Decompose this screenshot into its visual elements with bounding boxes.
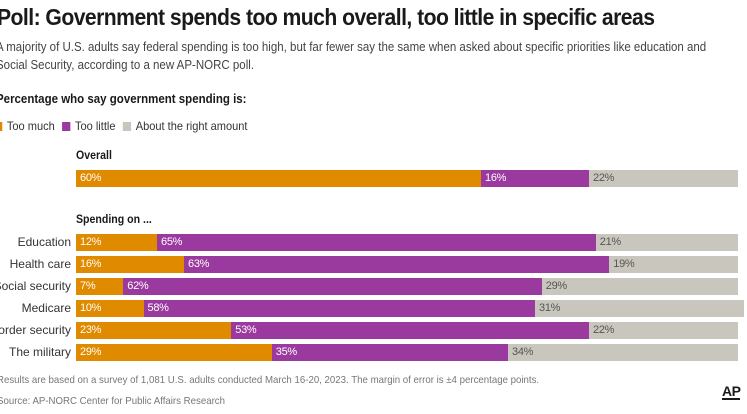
bar-the-military-too-little: 35% [271, 344, 508, 361]
legend-item-too-much: Too much [0, 119, 55, 133]
bar-social-security-too-much: 7% [76, 278, 124, 295]
bar-social-security-about-right: 29% [541, 278, 738, 295]
category-label-health-care: Health care [9, 257, 71, 271]
overall-bar: 60% 16% 22% [76, 170, 738, 187]
footer-source: Source: AP-NORC Center for Public Affair… [0, 395, 226, 407]
bar-the-military-about-right: 34% [508, 344, 738, 361]
bar-health-care-too-much: 16% [76, 256, 184, 273]
data-label-medicare-about-right: 31% [539, 302, 561, 314]
bar-row-health-care: 16% 63% 19% [76, 256, 738, 273]
section-label-spending-on: Spending on ... [76, 214, 152, 226]
bar-row-the-military: 29% 35% 34% [76, 344, 738, 361]
data-label-border-security-about-right: 22% [593, 324, 615, 336]
data-label-education-too-much: 12% [80, 236, 102, 248]
bar-education-too-much: 12% [76, 234, 157, 251]
bar-health-care-too-little: 63% [184, 256, 610, 273]
data-label-border-security-too-little: 53% [235, 324, 257, 336]
section-label-overall: Overall [76, 150, 112, 162]
bar-border-security-too-much: 23% [76, 322, 232, 339]
category-label-social-security: Social security [0, 279, 71, 293]
bar-medicare-about-right: 31% [535, 300, 745, 317]
data-label-overall-too-little: 16% [485, 172, 507, 184]
footer-note: Results are based on a survey of 1,081 U… [0, 374, 540, 386]
data-label-medicare-too-much: 10% [80, 302, 102, 314]
data-label-health-care-about-right: 19% [613, 258, 635, 270]
legend-label-too-much: Too much [6, 119, 55, 133]
data-label-social-security-about-right: 29% [545, 280, 567, 292]
bar-education-about-right: 21% [595, 234, 738, 251]
data-label-border-security-too-much: 23% [80, 324, 102, 336]
data-label-the-military-too-little: 35% [275, 346, 297, 358]
bar-education-too-little: 65% [157, 234, 596, 251]
legend-swatch-about-right [122, 121, 132, 131]
category-label-border-security: Border security [0, 323, 71, 337]
bar-health-care-about-right: 19% [609, 256, 738, 273]
question-label: Percentage who say government spending i… [0, 92, 247, 106]
legend-label-too-little: Too little [74, 119, 116, 133]
bar-medicare-too-little: 58% [143, 300, 535, 317]
data-label-health-care-too-much: 16% [80, 258, 102, 270]
category-label-education: Education [17, 235, 71, 249]
legend: Too much Too little About the right amou… [0, 119, 255, 133]
data-label-education-too-little: 65% [161, 236, 183, 248]
bar-social-security-too-little: 62% [123, 278, 542, 295]
data-label-medicare-too-little: 58% [147, 302, 169, 314]
category-label-the-military: The military [8, 345, 71, 359]
legend-item-about-right: About the right amount [122, 119, 248, 133]
data-label-health-care-too-little: 63% [188, 258, 210, 270]
data-label-the-military-too-much: 29% [80, 346, 102, 358]
bar-overall-too-little: 16% [481, 170, 589, 187]
bar-border-security-too-little: 53% [231, 322, 589, 339]
bar-row-social-security: 7% 62% 29% [76, 278, 738, 295]
data-label-social-security-too-much: 7% [80, 280, 96, 292]
data-label-overall-too-much: 60% [80, 172, 102, 184]
data-label-the-military-about-right: 34% [512, 346, 534, 358]
category-label-medicare: Medicare [21, 301, 71, 315]
chart-subtitle: A majority of U.S. adults say federal sp… [0, 40, 707, 72]
bar-row-medicare: 10% 58% 31% [76, 300, 745, 317]
bar-row-border-security: 23% 53% 22% [76, 322, 738, 339]
bar-overall-about-right: 22% [589, 170, 738, 187]
legend-label-about-right: About the right amount [135, 119, 248, 133]
data-label-overall-about-right: 22% [593, 172, 615, 184]
ap-logo: AP [722, 383, 741, 400]
legend-swatch-too-much [0, 121, 3, 131]
legend-swatch-too-little [62, 121, 71, 131]
bar-border-security-about-right: 22% [589, 322, 738, 339]
bar-overall-too-much: 60% [76, 170, 481, 187]
legend-item-too-little: Too little [62, 119, 115, 133]
data-label-social-security-too-little: 62% [127, 280, 149, 292]
data-label-education-about-right: 21% [599, 236, 621, 248]
chart-title: Poll: Government spends too much overall… [0, 4, 655, 30]
bar-medicare-too-much: 10% [76, 300, 144, 317]
bar-row-education: 12% 65% 21% [76, 234, 738, 251]
bar-the-military-too-much: 29% [76, 344, 272, 361]
